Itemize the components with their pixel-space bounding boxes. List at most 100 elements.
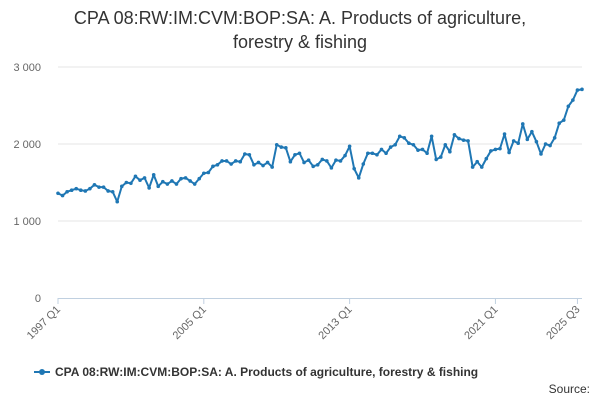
data-point xyxy=(247,152,252,157)
data-point xyxy=(252,162,256,167)
data-point xyxy=(284,146,288,150)
data-point xyxy=(411,142,416,147)
data-point xyxy=(479,165,484,169)
data-point xyxy=(306,158,311,162)
data-point xyxy=(580,87,584,92)
data-point xyxy=(274,142,279,147)
chart-title: CPA 08:RW:IM:CVM:BOP:SA: A. Products of … xyxy=(0,6,600,54)
data-point xyxy=(261,163,265,168)
data-point xyxy=(366,151,370,156)
data-point xyxy=(78,188,83,192)
x-axis: 1997 Q1 2005 Q1 2013 Q1 2021 Q1 2025 Q3 xyxy=(25,298,583,342)
data-point xyxy=(147,186,151,190)
data-point xyxy=(243,152,247,156)
series-line xyxy=(57,88,583,203)
legend-label: CPA 08:RW:IM:CVM:BOP:SA: A. Products of … xyxy=(55,365,479,379)
data-point xyxy=(320,157,325,162)
legend[interactable]: CPA 08:RW:IM:CVM:BOP:SA: A. Products of … xyxy=(34,364,478,380)
data-point xyxy=(338,159,343,163)
data-point xyxy=(379,147,384,152)
data-point xyxy=(571,98,575,102)
x-tick-label: 2025 Q3 xyxy=(544,304,582,342)
data-point xyxy=(370,151,375,156)
chart-title-line-1: CPA 08:RW:IM:CVM:BOP:SA: A. Products of … xyxy=(73,8,527,28)
data-point xyxy=(192,182,197,186)
data-point xyxy=(407,141,411,146)
data-point xyxy=(179,176,183,181)
data-point xyxy=(265,160,270,165)
data-point xyxy=(279,145,284,149)
data-point xyxy=(238,159,243,164)
data-point xyxy=(452,132,457,137)
data-point xyxy=(293,152,297,157)
data-point xyxy=(220,159,224,163)
data-point xyxy=(124,180,129,185)
data-point xyxy=(329,166,334,170)
data-point xyxy=(88,186,92,191)
data-point xyxy=(520,122,525,126)
data-point xyxy=(557,121,562,126)
data-point xyxy=(498,146,502,151)
data-point xyxy=(174,182,179,186)
data-point xyxy=(429,134,434,139)
data-point xyxy=(493,147,498,152)
data-point xyxy=(356,176,361,180)
data-point xyxy=(443,142,448,147)
data-point xyxy=(543,142,548,146)
data-point xyxy=(165,182,170,186)
data-point xyxy=(489,149,493,153)
data-point xyxy=(425,151,429,156)
chart-title-line-2: forestry & fishing xyxy=(232,32,368,52)
data-point xyxy=(343,153,347,158)
data-point xyxy=(530,129,534,134)
data-point xyxy=(110,189,115,194)
data-point xyxy=(224,159,229,163)
data-point xyxy=(375,152,379,157)
data-point xyxy=(288,159,293,164)
data-point xyxy=(434,157,438,162)
data-point xyxy=(507,150,511,155)
data-point xyxy=(393,142,397,147)
series-group xyxy=(56,87,584,204)
data-point xyxy=(202,171,206,176)
y-tick-label: 1 000 xyxy=(13,216,41,228)
data-point xyxy=(384,151,388,156)
data-point xyxy=(197,176,202,181)
x-tick-label: 1997 Q1 xyxy=(25,304,63,342)
data-point xyxy=(83,189,88,193)
data-point xyxy=(183,176,188,180)
data-point xyxy=(106,189,110,193)
y-tick-label: 2 000 xyxy=(13,139,41,151)
x-tick-label: 2013 Q1 xyxy=(316,304,354,342)
y-tick-label: 0 xyxy=(35,293,41,305)
data-point xyxy=(388,145,393,149)
data-point xyxy=(56,191,60,196)
data-point xyxy=(256,160,261,165)
data-point xyxy=(502,132,507,136)
data-point xyxy=(142,176,147,180)
data-point xyxy=(438,155,443,159)
data-point xyxy=(516,141,521,146)
data-point xyxy=(416,148,420,152)
data-point xyxy=(302,160,306,165)
data-point xyxy=(402,136,407,140)
data-point xyxy=(151,173,156,177)
data-point xyxy=(539,152,543,156)
data-point xyxy=(552,136,557,140)
data-point xyxy=(575,88,580,92)
data-point xyxy=(138,178,142,182)
data-point xyxy=(101,185,106,189)
y-axis-tick-labels: 0 1 000 2 000 3 000 xyxy=(13,62,41,305)
data-point xyxy=(352,166,356,171)
data-point xyxy=(561,118,566,122)
y-tick-label: 3 000 xyxy=(13,62,41,74)
data-point xyxy=(60,193,65,198)
x-tick-label: 2021 Q1 xyxy=(462,304,500,342)
data-point xyxy=(161,179,165,184)
data-point xyxy=(475,159,480,164)
data-point xyxy=(97,185,101,189)
data-point xyxy=(311,164,315,169)
legend-marker xyxy=(39,369,45,375)
data-point xyxy=(325,159,329,163)
